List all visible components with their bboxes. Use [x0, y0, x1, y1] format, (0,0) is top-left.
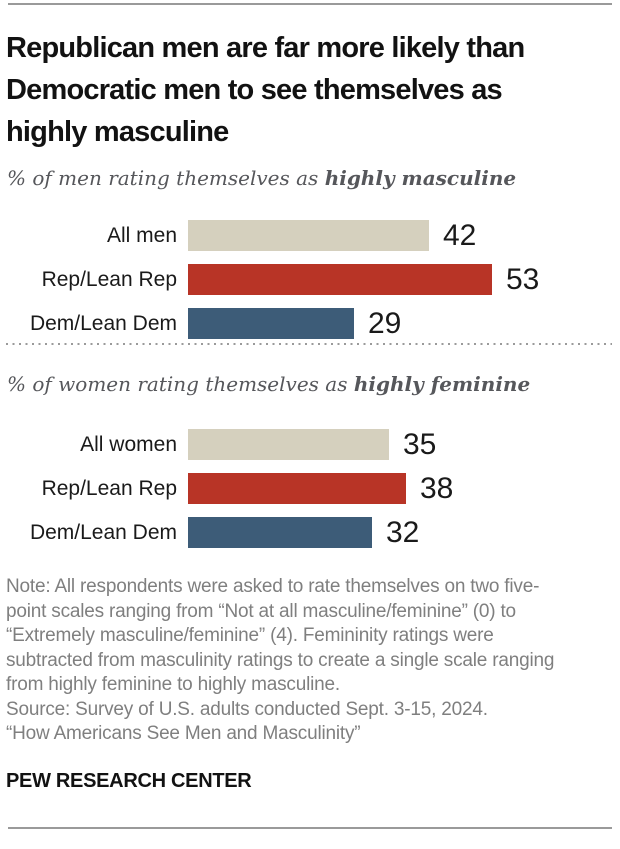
dotted-divider: [6, 343, 612, 345]
footnote-line: Note: All respondents were asked to rate…: [6, 576, 540, 597]
category-label: Dem/Lean Dem: [29, 521, 177, 544]
pew-research-center-wordmark: PEW RESEARCH CENTER: [6, 769, 252, 792]
chart-subtitle-men-emphasis: highly masculine: [324, 166, 517, 190]
page-title-line: highly masculine: [6, 116, 229, 148]
bar-row-dem-women: Dem/Lean Dem 32: [0, 517, 620, 548]
page-title-line: Democratic men to see themselves as: [6, 74, 503, 106]
bar-rep-women: [188, 473, 406, 504]
footnote-line: “Extremely masculine/feminine” (4). Femi…: [6, 625, 494, 646]
value-label: 35: [403, 428, 437, 461]
category-label: All men: [106, 224, 177, 247]
footnote-line: from highly feminine to highly masculine…: [6, 674, 340, 695]
bar-row-all-women: All women 35: [0, 429, 620, 460]
chart-subtitle-women-emphasis: highly feminine: [353, 372, 531, 396]
page-title: Republican men are far more likely than …: [6, 27, 614, 153]
chart-subtitle-women: % of women rating themselves as highly f…: [7, 371, 614, 397]
category-label: All women: [80, 433, 177, 456]
top-divider: [8, 3, 612, 5]
value-label: 38: [420, 472, 454, 505]
bar-row-dem-men: Dem/Lean Dem 29: [0, 308, 620, 339]
chart-subtitle-men-prefix: % of men rating themselves as: [7, 166, 325, 190]
bar-dem-women: [188, 517, 372, 548]
footnote-line: point scales ranging from “Not at all ma…: [6, 600, 516, 622]
chart-subtitle-men: % of men rating themselves as highly mas…: [7, 165, 614, 191]
bar-row-all-men: All men 42: [0, 220, 620, 251]
category-label: Rep/Lean Rep: [41, 268, 177, 291]
bar-all-women: [188, 429, 389, 460]
value-label: 53: [506, 263, 540, 296]
bar-all-men: [188, 220, 429, 251]
bar-rep-men: [188, 264, 492, 295]
bar-dem-men: [188, 308, 354, 339]
value-label: 42: [443, 219, 477, 252]
value-label: 29: [368, 307, 402, 340]
footnote-line: “How Americans See Men and Masculinity”: [6, 723, 361, 744]
category-label: Rep/Lean Rep: [41, 477, 177, 500]
value-label: 32: [386, 516, 420, 549]
footnote: Note: All respondents were asked to rate…: [6, 575, 614, 747]
page-title-line: Republican men are far more likely than: [6, 32, 525, 64]
chart-subtitle-women-prefix: % of women rating themselves as: [7, 372, 354, 396]
footnote-line: Source: Survey of U.S. adults conducted …: [6, 698, 488, 720]
bar-row-rep-women: Rep/Lean Rep 38: [0, 473, 620, 504]
bar-chart-men: All men 42 Rep/Lean Rep 53 Dem/Lean Dem …: [0, 220, 620, 339]
category-label: Dem/Lean Dem: [29, 312, 177, 335]
bar-row-rep-men: Rep/Lean Rep 53: [0, 264, 620, 295]
footnote-line: subtracted from masculinity ratings to c…: [6, 649, 555, 671]
bar-chart-women: All women 35 Rep/Lean Rep 38 Dem/Lean De…: [0, 429, 620, 548]
bottom-divider: [8, 826, 612, 829]
